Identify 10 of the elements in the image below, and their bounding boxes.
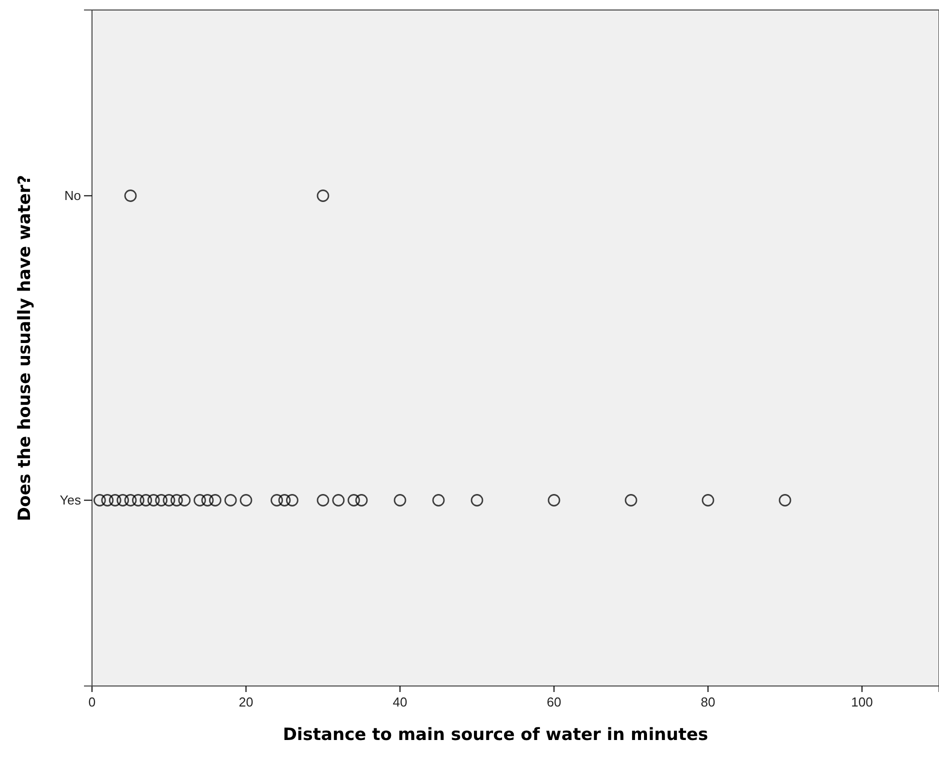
x-tick-label: 40 (392, 694, 408, 710)
x-tick-label: 0 (88, 694, 96, 710)
y-axis-title: Does the house usually have water? (15, 174, 35, 522)
x-tick-label: 80 (700, 694, 716, 710)
x-axis-title: Distance to main source of water in minutes (282, 725, 708, 745)
x-tick-label: 60 (546, 694, 562, 710)
x-tick-label: 100 (851, 694, 873, 710)
y-tick-label: Yes (60, 492, 82, 508)
y-tick-label: No (64, 188, 81, 203)
x-tick-label: 20 (238, 694, 254, 710)
